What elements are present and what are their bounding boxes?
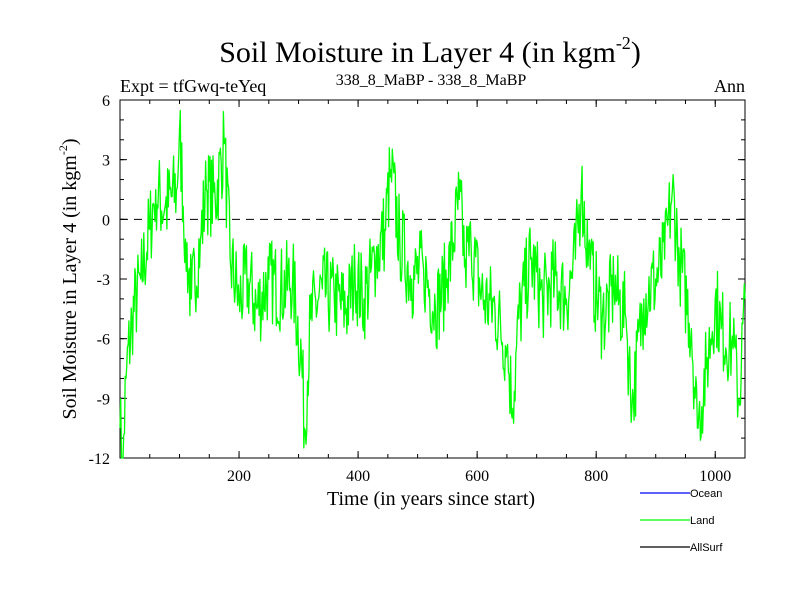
chart-title: Soil Moisture in Layer 4 (in kgm-2) [219,33,641,69]
expt-label: Expt = tfGwq-teYeq [120,76,266,96]
y-axis-title-sup: -2 [56,145,70,155]
x-tick-label: 800 [584,468,608,485]
x-axis: 200 400 600 800 1000 [149,100,731,485]
legend-label-land: Land [690,515,714,527]
legend-label-ocean: Ocean [690,488,722,500]
chart-title-close: ) [631,36,641,69]
x-tick-label: 200 [227,468,251,485]
y-tick-label: 3 [102,153,110,170]
y-tick-label: -6 [97,332,110,349]
x-tick-label: 1000 [699,468,731,485]
y-tick-label: 0 [102,212,110,229]
y-tick-label: -3 [97,272,110,289]
x-tick-label: 400 [346,468,370,485]
season-label: Ann [714,76,745,96]
y-tick-label: -9 [97,391,110,408]
chart-title-main: Soil Moisture in Layer 4 (in kgm [219,36,616,69]
y-tick-label: 6 [102,93,110,110]
x-axis-title: Time (in years since start) [327,488,535,510]
legend: Ocean Land AllSurf [640,488,723,554]
data-series [119,109,746,459]
chart-title-sup: -2 [616,33,631,53]
legend-label-allsurf: AllSurf [690,542,723,554]
y-axis-title-main: Soil Moisture in Layer 4 (in kgm [59,155,81,420]
y-axis-title-close: ) [59,138,81,145]
series-line-land [119,109,746,459]
y-axis-title: Soil Moisture in Layer 4 (in kgm-2) [56,138,81,419]
y-axis: -12 -9 -6 -3 0 3 6 [89,93,745,468]
x-tick-label: 600 [465,468,489,485]
y-tick-label: -12 [89,451,110,468]
period-label: 338_8_MaBP - 338_8_MaBP [336,72,527,89]
